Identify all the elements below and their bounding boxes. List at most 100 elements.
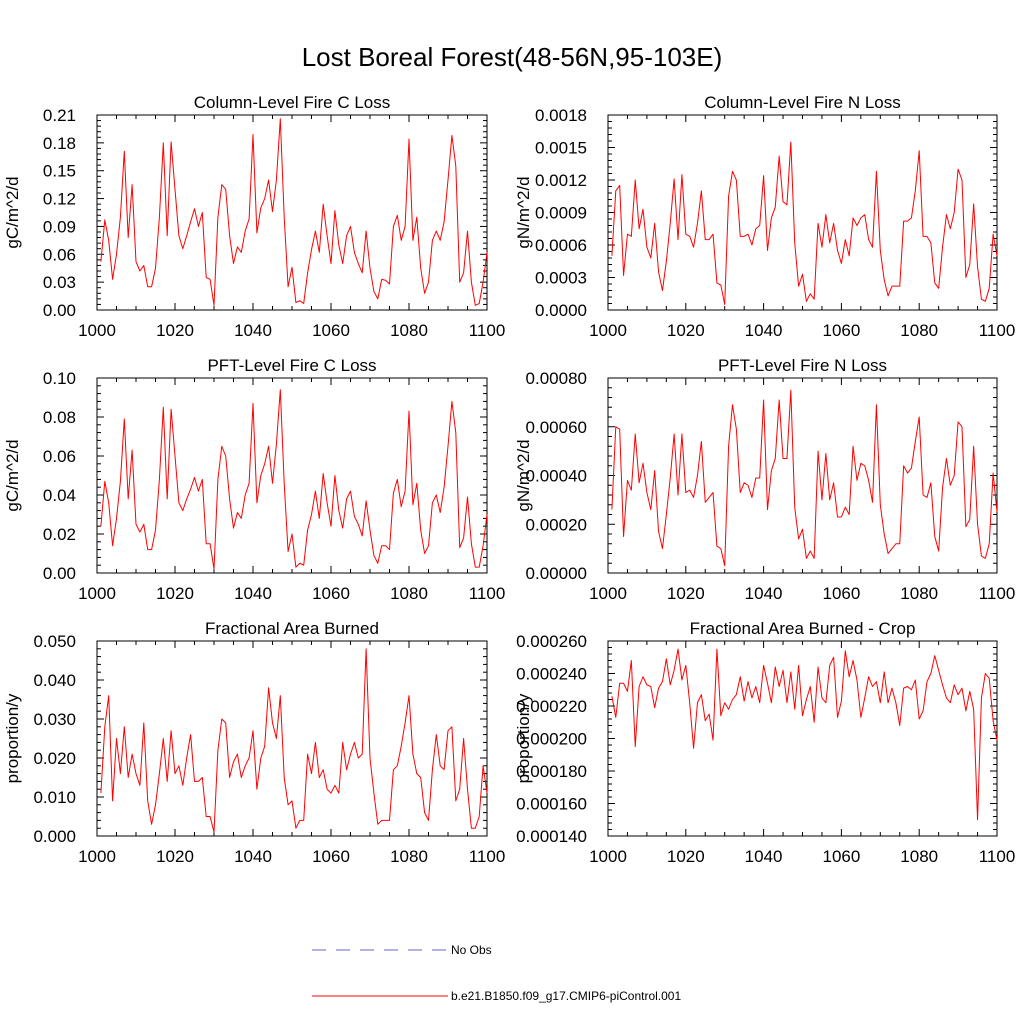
y-tick-label: 0.0015	[535, 139, 587, 158]
series-line-1	[611, 141, 998, 306]
x-tick-label: 1060	[312, 321, 350, 340]
y-tick-label: 0.08	[43, 408, 76, 427]
y-tick-label: 0.0006	[535, 236, 587, 255]
y-tick-label: 0.000260	[516, 632, 587, 651]
y-tick-label: 0.000140	[516, 827, 587, 846]
series-line-1	[100, 118, 488, 306]
x-tick-label: 1040	[234, 321, 272, 340]
x-tick-label: 1060	[312, 584, 350, 603]
y-tick-label: 0.00000	[526, 564, 587, 583]
y-tick-label: 0.000180	[516, 762, 587, 781]
x-tick-label: 1040	[745, 321, 783, 340]
y-tick-label: 0.12	[43, 190, 76, 209]
x-tick-label: 1040	[234, 847, 272, 866]
y-tick-label: 0.050	[33, 632, 76, 651]
y-tick-label: 0.18	[43, 134, 76, 153]
x-tick-label: 1000	[589, 847, 627, 866]
x-tick-label: 1040	[745, 847, 783, 866]
x-tick-label: 1000	[589, 584, 627, 603]
y-tick-label: 0.0018	[535, 106, 587, 125]
series-line-1	[611, 648, 998, 821]
y-axis-label: gN/m^2/d	[514, 439, 533, 511]
y-axis-label: gC/m^2/d	[3, 439, 22, 511]
x-tick-label: 1080	[390, 584, 428, 603]
chart-title: Column-Level Fire N Loss	[704, 93, 901, 112]
legend: No Obs b.e21.B1850.f09_g17.CMIP6-piContr…	[312, 943, 681, 1003]
y-tick-label: 0.00020	[526, 515, 587, 534]
y-tick-label: 0.09	[43, 217, 76, 236]
chart-title: Column-Level Fire C Loss	[194, 93, 391, 112]
y-tick-label: 0.15	[43, 162, 76, 181]
chart-title: Fractional Area Burned - Crop	[690, 619, 916, 638]
legend-obs-label: No Obs	[451, 943, 492, 957]
x-tick-label: 1020	[667, 584, 705, 603]
x-tick-label: 1020	[667, 847, 705, 866]
x-tick-label: 1100	[979, 584, 1016, 603]
chart-panel-3: PFT-Level Fire C Loss gC/m^2/d 1000 1020 104…	[3, 356, 505, 603]
y-tick-label: 0.00	[43, 301, 76, 320]
x-tick-label: 1020	[156, 847, 194, 866]
chart-title: PFT-Level Fire N Loss	[718, 356, 887, 375]
x-tick-label: 1060	[822, 321, 860, 340]
y-tick-label: 0.0012	[535, 171, 587, 190]
x-tick-label: 1000	[78, 847, 116, 866]
y-axis-label: proportion/y	[514, 693, 533, 783]
x-tick-label: 1020	[156, 321, 194, 340]
y-tick-label: 0.02	[43, 525, 76, 544]
series-line-1	[100, 648, 488, 833]
x-tick-label: 1040	[745, 584, 783, 603]
y-tick-label: 0.00	[43, 564, 76, 583]
chart-panel-5: Fractional Area Burned proportion/y 1000 10…	[3, 619, 505, 866]
y-tick-label: 0.000	[33, 827, 76, 846]
y-tick-label: 0.020	[33, 749, 76, 768]
x-tick-label: 1080	[900, 584, 938, 603]
figure-title: Lost Boreal Forest(48-56N,95-103E)	[302, 42, 723, 72]
x-tick-label: 1100	[469, 847, 506, 866]
x-tick-label: 1100	[469, 584, 506, 603]
x-tick-label: 1080	[390, 321, 428, 340]
x-tick-label: 1000	[589, 321, 627, 340]
y-tick-label: 0.06	[43, 245, 76, 264]
x-tick-label: 1020	[156, 584, 194, 603]
y-tick-label: 0.10	[43, 369, 76, 388]
chart-panel-6: Fractional Area Burned - Crop proportion/…	[514, 619, 1015, 866]
x-tick-label: 1060	[822, 847, 860, 866]
y-tick-label: 0.040	[33, 671, 76, 690]
x-tick-label: 1000	[78, 584, 116, 603]
y-tick-label: 0.030	[33, 710, 76, 729]
y-tick-label: 0.000160	[516, 795, 587, 814]
y-tick-label: 0.00060	[526, 418, 587, 437]
y-tick-label: 0.0009	[535, 204, 587, 223]
y-axis-label: gN/m^2/d	[514, 176, 533, 248]
y-tick-label: 0.010	[33, 788, 76, 807]
series-line-1	[611, 389, 998, 567]
y-tick-label: 0.000220	[516, 697, 587, 716]
y-tick-label: 0.04	[43, 486, 76, 505]
y-tick-label: 0.03	[43, 273, 76, 292]
chart-panel-1: Column-Level Fire C Loss gC/m^2/d 1000 1020…	[3, 93, 505, 340]
x-tick-label: 1020	[667, 321, 705, 340]
series-line-1	[100, 389, 488, 570]
y-tick-label: 0.00080	[526, 369, 587, 388]
x-tick-label: 1100	[979, 847, 1016, 866]
x-tick-label: 1060	[312, 847, 350, 866]
chart-panel-2: Column-Level Fire N Loss gN/m^2/d 1000 1020…	[514, 93, 1015, 340]
x-tick-label: 1080	[900, 321, 938, 340]
chart-panel-4: PFT-Level Fire N Loss gN/m^2/d 1000 1020 104…	[514, 356, 1015, 603]
y-tick-label: 0.06	[43, 447, 76, 466]
y-tick-label: 0.000200	[516, 730, 587, 749]
panels: Column-Level Fire C Loss gC/m^2/d 1000 1020…	[3, 93, 1015, 866]
y-tick-label: 0.21	[43, 106, 76, 125]
chart-title: Fractional Area Burned	[205, 619, 379, 638]
x-tick-label: 1060	[822, 584, 860, 603]
y-axis-label: gC/m^2/d	[3, 176, 22, 248]
x-tick-label: 1100	[469, 321, 506, 340]
x-tick-label: 1000	[78, 321, 116, 340]
x-tick-label: 1040	[234, 584, 272, 603]
y-tick-label: 0.0003	[535, 269, 587, 288]
x-tick-label: 1100	[979, 321, 1016, 340]
y-axis-label: proportion/y	[3, 693, 22, 783]
chart-title: PFT-Level Fire C Loss	[207, 356, 376, 375]
